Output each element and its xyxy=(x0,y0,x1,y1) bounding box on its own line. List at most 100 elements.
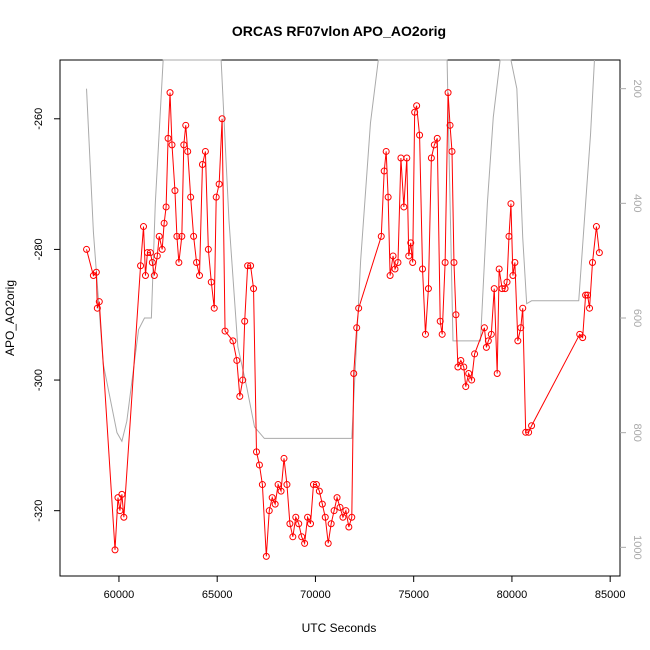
data-point xyxy=(298,533,306,541)
data-point xyxy=(116,507,124,515)
data-point xyxy=(255,461,263,469)
data-point xyxy=(421,330,429,338)
y2-tick-label: 600 xyxy=(631,309,643,327)
data-point xyxy=(468,376,476,384)
data-point xyxy=(394,258,402,266)
data-point xyxy=(120,513,128,521)
data-point xyxy=(586,304,594,312)
chart-title: ORCAS RF07vlon APO_AO2orig xyxy=(232,23,446,39)
data-point xyxy=(446,121,454,129)
data-point xyxy=(336,503,344,511)
data-point xyxy=(579,334,587,342)
data-point xyxy=(160,219,168,227)
data-point xyxy=(309,481,317,489)
data-point xyxy=(171,187,179,195)
data-point xyxy=(528,422,536,430)
data-point xyxy=(522,428,530,436)
data-point xyxy=(158,245,166,253)
data-point xyxy=(416,131,424,139)
data-point xyxy=(146,249,154,257)
y2-tick-label: 800 xyxy=(631,423,643,441)
data-point xyxy=(350,370,358,378)
data-point xyxy=(153,252,161,260)
data-point xyxy=(93,304,101,312)
data-point xyxy=(427,154,435,162)
data-point xyxy=(517,324,525,332)
data-point xyxy=(471,350,479,358)
data-point xyxy=(424,285,432,293)
data-point xyxy=(441,258,449,266)
x-axis: 60000 65000 70000 75000 80000 85000 xyxy=(104,576,626,601)
data-point xyxy=(511,258,519,266)
y2-tick-label: 200 xyxy=(631,79,643,97)
data-point xyxy=(450,258,458,266)
data-point xyxy=(95,298,103,306)
data-point xyxy=(155,232,163,240)
data-point xyxy=(141,272,149,280)
data-point xyxy=(118,490,126,498)
data-point xyxy=(465,370,473,378)
primary-series xyxy=(83,89,603,560)
data-point xyxy=(150,272,158,280)
data-point xyxy=(407,239,415,247)
data-point xyxy=(391,265,399,273)
data-point xyxy=(448,147,456,155)
data-point xyxy=(377,232,385,240)
data-point xyxy=(295,520,303,528)
y-tick-label: -320 xyxy=(33,500,45,522)
data-point xyxy=(457,356,465,364)
data-point xyxy=(175,258,183,266)
data-point xyxy=(83,245,91,253)
data-point xyxy=(182,121,190,129)
data-point xyxy=(241,317,249,325)
y-tick-label: -280 xyxy=(33,238,45,260)
data-point xyxy=(389,252,397,260)
data-point xyxy=(333,494,341,502)
data-point xyxy=(384,193,392,201)
data-point xyxy=(178,232,186,240)
data-point xyxy=(252,448,260,456)
data-point xyxy=(484,337,492,345)
data-point xyxy=(193,258,201,266)
data-point xyxy=(588,258,596,266)
x-tick-label: 75000 xyxy=(398,589,429,601)
data-point xyxy=(403,154,411,162)
x-axis-label: UTC Seconds xyxy=(302,621,377,635)
x-tick-label: 60000 xyxy=(104,589,135,601)
y2-tick-label: 1000 xyxy=(631,535,643,559)
data-point xyxy=(204,245,212,253)
primary-series-line xyxy=(86,92,600,557)
data-point xyxy=(148,258,156,266)
secondary-series xyxy=(86,59,595,443)
data-point xyxy=(301,539,309,547)
y-axis-label: APO_AO2orig xyxy=(3,280,17,356)
data-point xyxy=(433,134,441,142)
data-point xyxy=(239,376,247,384)
data-point xyxy=(137,262,145,270)
data-point xyxy=(487,330,495,338)
data-point xyxy=(258,481,266,489)
data-point xyxy=(265,507,273,515)
data-point xyxy=(173,232,181,240)
data-point xyxy=(507,200,515,208)
data-point xyxy=(304,513,312,521)
data-point xyxy=(140,223,148,231)
data-point xyxy=(274,481,282,489)
secondary-y-axis: 200 400 600 800 1000 xyxy=(620,79,643,560)
x-tick-label: 85000 xyxy=(595,589,626,601)
data-point xyxy=(210,304,218,312)
data-point xyxy=(382,147,390,155)
data-point xyxy=(444,89,452,97)
data-point xyxy=(452,311,460,319)
data-point xyxy=(283,481,291,489)
data-point xyxy=(519,304,527,312)
data-point xyxy=(307,520,315,528)
data-point xyxy=(321,513,329,521)
data-point xyxy=(268,494,276,502)
data-point xyxy=(111,546,119,554)
data-point xyxy=(218,115,226,123)
data-point xyxy=(286,520,294,528)
data-point xyxy=(411,108,419,116)
secondary-series-line xyxy=(86,59,595,443)
data-point xyxy=(318,500,326,508)
